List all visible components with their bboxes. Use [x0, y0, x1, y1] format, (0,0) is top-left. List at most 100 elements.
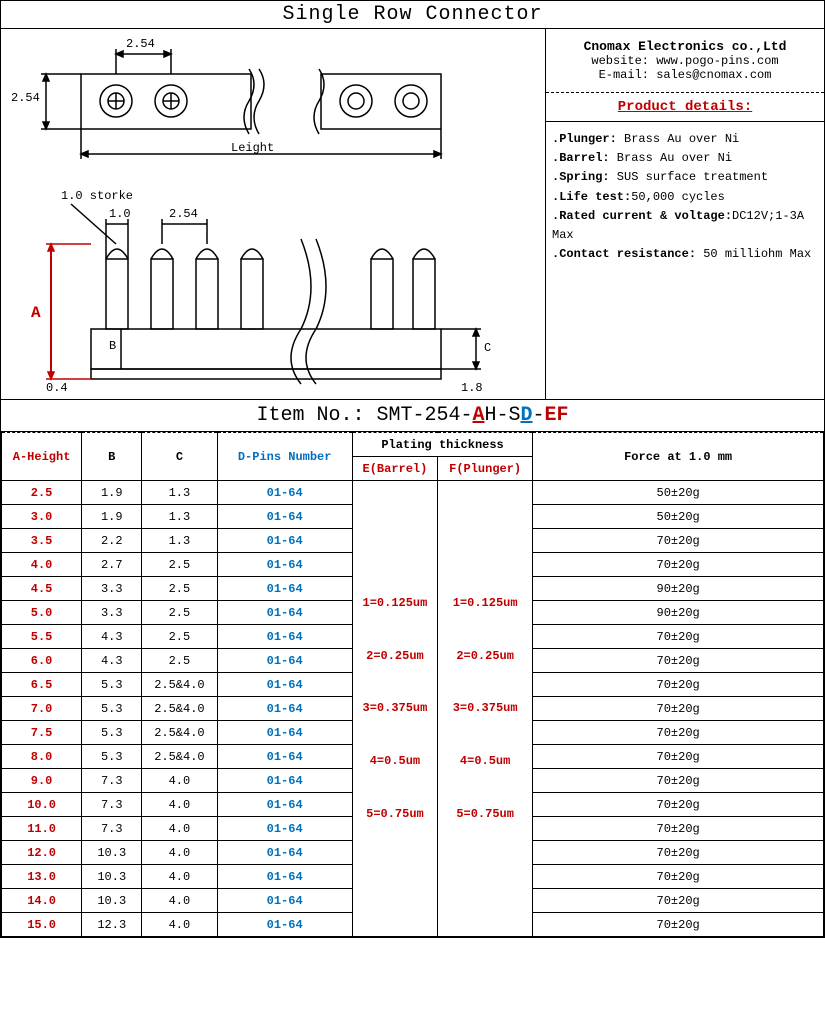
detail-label: .Plunger: [552, 132, 617, 146]
cell-force: 70±20g [533, 625, 824, 649]
cell-force: 70±20g [533, 817, 824, 841]
cell-a: 3.0 [2, 505, 82, 529]
cell-c: 4.0 [142, 817, 217, 841]
company-box: Cnomax Electronics co.,Ltd website: www.… [546, 29, 824, 93]
cell-plating-f: 1=0.125um 2=0.25um 3=0.375um 4=0.5um 5=0… [438, 481, 533, 937]
detail-label: .Contact resistance: [552, 247, 696, 261]
cell-c: 2.5&4.0 [142, 673, 217, 697]
cell-force: 70±20g [533, 913, 824, 937]
cell-force: 70±20g [533, 841, 824, 865]
cell-c: 2.5&4.0 [142, 745, 217, 769]
cell-a: 15.0 [2, 913, 82, 937]
cell-c: 2.5&4.0 [142, 697, 217, 721]
cell-a: 6.0 [2, 649, 82, 673]
dim-254-b: 2.54 [169, 207, 198, 221]
cell-b: 7.3 [82, 817, 142, 841]
cell-c: 2.5 [142, 649, 217, 673]
cell-b: 10.3 [82, 889, 142, 913]
cell-a: 13.0 [2, 865, 82, 889]
cell-a: 8.0 [2, 745, 82, 769]
cell-b: 5.3 [82, 745, 142, 769]
item-no-bar: Item No.: SMT-254-AH-SD-EF [1, 400, 824, 432]
item-no-ef: EF [545, 404, 569, 427]
table-row: 2.51.91.301-641=0.125um 2=0.25um 3=0.375… [2, 481, 824, 505]
cell-a: 4.0 [2, 553, 82, 577]
cell-c: 4.0 [142, 865, 217, 889]
cell-d: 01-64 [217, 577, 352, 601]
details-box: .Plunger: Brass Au over Ni.Barrel: Brass… [546, 122, 824, 272]
cell-b: 2.7 [82, 553, 142, 577]
drawing-area: 2.54 2.54 Leight 1.0 storke 1.0 2.54 A B… [1, 29, 546, 399]
detail-row: .Plunger: Brass Au over Ni [552, 130, 818, 149]
th-force: Force at 1.0 mm [533, 433, 824, 481]
cell-c: 4.0 [142, 889, 217, 913]
cell-force: 70±20g [533, 865, 824, 889]
cell-force: 70±20g [533, 697, 824, 721]
cell-d: 01-64 [217, 865, 352, 889]
cell-d: 01-64 [217, 649, 352, 673]
cell-c: 1.3 [142, 505, 217, 529]
cell-d: 01-64 [217, 697, 352, 721]
detail-label: .Rated current & voltage: [552, 209, 732, 223]
cell-force: 70±20g [533, 649, 824, 673]
dim-18: 1.8 [461, 381, 483, 395]
cell-b: 4.3 [82, 625, 142, 649]
cell-a: 11.0 [2, 817, 82, 841]
page: Single Row Connector [0, 0, 825, 938]
label-a: A [31, 304, 41, 322]
cell-b: 1.9 [82, 505, 142, 529]
cell-force: 70±20g [533, 769, 824, 793]
detail-row: .Life test:50,000 cycles [552, 188, 818, 207]
cell-b: 10.3 [82, 841, 142, 865]
cell-c: 2.5&4.0 [142, 721, 217, 745]
item-no-mid1: H-S [485, 404, 521, 427]
cell-force: 70±20g [533, 889, 824, 913]
th-f: F(Plunger) [438, 457, 533, 481]
cell-force: 70±20g [533, 673, 824, 697]
cell-d: 01-64 [217, 673, 352, 697]
cell-c: 2.5 [142, 601, 217, 625]
cell-b: 5.3 [82, 721, 142, 745]
cell-d: 01-64 [217, 913, 352, 937]
th-c: C [142, 433, 217, 481]
length-label: Leight [231, 141, 274, 155]
dim-254-v: 2.54 [11, 91, 40, 105]
top-section: 2.54 2.54 Leight 1.0 storke 1.0 2.54 A B… [1, 29, 824, 400]
cell-c: 4.0 [142, 913, 217, 937]
cell-d: 01-64 [217, 769, 352, 793]
cell-force: 70±20g [533, 793, 824, 817]
page-title: Single Row Connector [1, 1, 824, 29]
item-no-prefix: SMT-254- [376, 404, 472, 427]
cell-b: 3.3 [82, 577, 142, 601]
cell-d: 01-64 [217, 601, 352, 625]
detail-value: Brass Au over Ni [610, 151, 732, 165]
spec-table: A-Height B C D-Pins Number Plating thick… [1, 432, 824, 937]
cell-force: 70±20g [533, 745, 824, 769]
cell-a: 10.0 [2, 793, 82, 817]
cell-a: 4.5 [2, 577, 82, 601]
cell-d: 01-64 [217, 841, 352, 865]
dim-254-h: 2.54 [126, 37, 155, 51]
cell-d: 01-64 [217, 505, 352, 529]
detail-value: Brass Au over Ni [617, 132, 739, 146]
detail-row: .Rated current & voltage:DC12V;1-3A Max [552, 207, 818, 245]
stroke-label: 1.0 storke [61, 189, 133, 203]
cell-c: 1.3 [142, 529, 217, 553]
cell-force: 50±20g [533, 505, 824, 529]
detail-value: 50 milliohm Max [696, 247, 811, 261]
cell-c: 2.5 [142, 577, 217, 601]
details-header: Product details: [546, 93, 824, 122]
cell-c: 4.0 [142, 793, 217, 817]
info-area: Cnomax Electronics co.,Ltd website: www.… [546, 29, 824, 399]
company-email-row: E-mail: sales@cnomax.com [556, 68, 814, 82]
website-value: www.pogo-pins.com [656, 54, 778, 68]
detail-label: .Spring: [552, 170, 610, 184]
cell-d: 01-64 [217, 745, 352, 769]
dim-10: 1.0 [109, 207, 131, 221]
cell-force: 70±20g [533, 721, 824, 745]
cell-c: 2.5 [142, 553, 217, 577]
email-label: E-mail: [599, 68, 649, 82]
cell-b: 1.9 [82, 481, 142, 505]
cell-d: 01-64 [217, 553, 352, 577]
th-a: A-Height [2, 433, 82, 481]
